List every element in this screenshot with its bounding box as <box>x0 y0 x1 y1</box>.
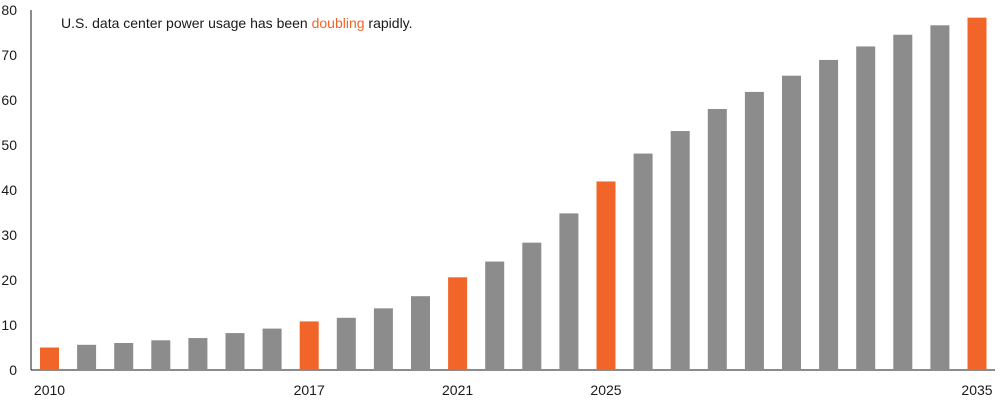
bar-2031 <box>819 59 839 370</box>
bar-2023 <box>522 242 542 370</box>
bar-2015 <box>225 333 245 370</box>
y-tick-label-0: 0 <box>9 362 17 378</box>
x-axis-tick-labels: 2010 2017 2021 2025 2035 <box>34 382 993 398</box>
y-tick-label-40: 40 <box>1 182 17 198</box>
title-text-part: rapidly. <box>365 15 413 31</box>
x-tick-label-2010: 2010 <box>34 382 65 398</box>
bar-2032 <box>856 46 876 370</box>
y-tick-label-30: 30 <box>1 227 17 243</box>
bar-2024 <box>559 213 579 370</box>
bar-2013 <box>151 340 171 370</box>
y-axis-tick-labels: 0 10 20 30 40 50 60 70 80 <box>1 2 17 378</box>
bars <box>40 17 987 371</box>
bar-2021 <box>448 277 468 370</box>
y-tick-label-50: 50 <box>1 137 17 153</box>
bar-2025 <box>596 181 616 370</box>
bar-2017 <box>299 321 319 370</box>
y-tick-label-60: 60 <box>1 92 17 108</box>
x-tick-label-2035: 2035 <box>961 382 992 398</box>
y-tick-label-70: 70 <box>1 47 17 63</box>
bar-2033 <box>893 34 913 370</box>
bar-2026 <box>633 153 653 370</box>
x-tick-label-2025: 2025 <box>590 382 621 398</box>
bar-2027 <box>670 131 690 370</box>
bar-2022 <box>485 261 505 370</box>
bar-2020 <box>411 296 430 370</box>
x-tick-label-2021: 2021 <box>442 382 473 398</box>
title-text-part: U.S. data center power usage has been <box>61 15 312 31</box>
bar-2014 <box>188 338 208 370</box>
bar-2012 <box>114 343 134 370</box>
bar-2034 <box>930 25 950 371</box>
y-tick-label-20: 20 <box>1 272 17 288</box>
y-tick-label-80: 80 <box>1 2 17 18</box>
x-tick-label-2017: 2017 <box>294 382 325 398</box>
bar-2018 <box>336 317 356 370</box>
bar-2011 <box>77 344 97 370</box>
bar-2010 <box>40 347 59 370</box>
bar-2016 <box>262 328 282 370</box>
bar-2028 <box>707 109 727 370</box>
bar-2029 <box>744 91 764 371</box>
y-tick-label-10: 10 <box>1 317 17 333</box>
bar-2030 <box>782 75 801 370</box>
bar-2019 <box>373 308 393 370</box>
chart-title: U.S. data center power usage has been do… <box>61 15 413 31</box>
bar-2035 <box>967 17 987 371</box>
title-highlight-word: doubling <box>312 15 365 31</box>
